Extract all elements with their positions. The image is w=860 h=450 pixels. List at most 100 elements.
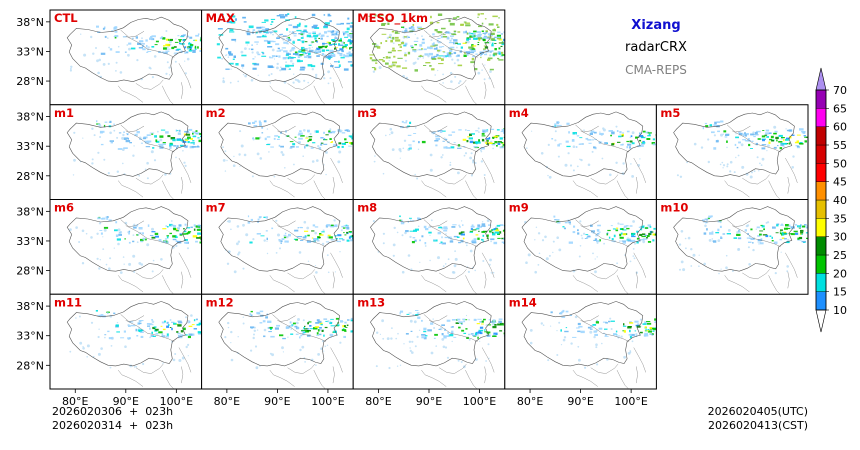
echo-cell: [484, 18, 487, 20]
echo-cell: [242, 316, 244, 318]
echo-cell: [382, 337, 385, 340]
echo-cell: [498, 320, 502, 324]
echo-cell: [581, 143, 584, 145]
echo-cell: [182, 140, 187, 143]
colorbar-tick-label: 15: [833, 286, 847, 299]
echo-cell: [186, 227, 191, 229]
echo-cell: [390, 131, 394, 135]
echo-cell: [757, 241, 761, 243]
echo-cell: [176, 130, 179, 132]
echo-cell: [622, 330, 625, 332]
echo-cell: [738, 231, 741, 233]
echo-cell: [251, 51, 254, 54]
echo-cell: [287, 38, 292, 42]
echo-cell: [269, 66, 275, 68]
echo-cell: [407, 134, 412, 136]
echo-cell: [276, 66, 279, 70]
echo-cell: [618, 240, 621, 242]
echo-cell: [320, 347, 323, 351]
echo-cell: [483, 48, 486, 50]
echo-cell: [579, 158, 581, 161]
echo-cell: [443, 336, 447, 339]
echo-cell: [635, 324, 640, 327]
echo-cell: [338, 238, 344, 240]
echo-cell: [740, 143, 744, 147]
province-boundary: [428, 320, 478, 342]
country-boundary: [269, 85, 295, 103]
echo-cell: [638, 135, 644, 138]
echo-cell: [259, 122, 262, 125]
echo-cell: [267, 40, 271, 44]
echo-cell: [149, 327, 151, 330]
x-tick-label: 80°E: [365, 395, 391, 408]
echo-cell: [436, 39, 439, 43]
echo-cell: [162, 37, 166, 40]
echo-cell: [339, 251, 341, 253]
province-boundary: [726, 219, 751, 227]
echo-cell: [639, 318, 643, 321]
echo-cell: [323, 350, 325, 352]
echo-cell: [803, 135, 806, 137]
echo-cell: [560, 312, 563, 315]
echo-cell: [621, 143, 624, 146]
echo-cell: [287, 336, 289, 338]
echo-cell: [567, 152, 570, 155]
echo-cell: [182, 150, 184, 152]
echo-cell: [537, 264, 540, 266]
echo-cell: [295, 146, 299, 148]
echo-cell: [178, 321, 183, 324]
echo-cell: [321, 142, 324, 144]
echo-cell: [191, 49, 196, 51]
echo-cell: [404, 54, 407, 57]
echo-cell: [411, 241, 415, 244]
echo-cell: [303, 79, 306, 82]
echo-cell: [748, 143, 751, 147]
echo-cell: [569, 164, 573, 167]
echo-cell: [181, 356, 185, 360]
echo-cell: [314, 130, 318, 133]
echo-cell: [454, 250, 456, 253]
echo-cell: [682, 268, 686, 272]
echo-cell: [230, 68, 232, 70]
echo-cell: [166, 321, 169, 324]
echo-cell: [418, 141, 420, 144]
echo-cell: [250, 349, 253, 352]
echo-cell: [631, 131, 635, 135]
echo-cell: [102, 236, 104, 238]
echo-cell: [276, 138, 280, 140]
echo-cell: [252, 58, 255, 60]
echo-cell: [746, 237, 752, 239]
echo-cell: [785, 139, 789, 141]
echo-cell: [348, 236, 351, 239]
echo-cell: [449, 164, 452, 166]
echo-cell: [480, 52, 483, 54]
echo-cell: [620, 335, 623, 338]
echo-cell: [349, 135, 352, 138]
echo-cell: [496, 224, 501, 227]
echo-cell: [774, 272, 777, 275]
echo-cell: [617, 222, 620, 225]
echo-cell: [620, 144, 623, 146]
echo-cell: [152, 335, 156, 337]
echo-cell: [350, 30, 354, 33]
echo-cell: [269, 32, 272, 35]
colorbar-tick-label: 20: [833, 267, 847, 280]
echo-cell: [620, 228, 622, 230]
echo-cell: [157, 130, 159, 133]
region-boundary: [218, 206, 340, 272]
echo-cell: [189, 48, 192, 51]
echo-cell: [242, 223, 245, 227]
echo-cell: [290, 49, 295, 51]
echo-cell: [318, 32, 321, 35]
echo-cell: [187, 231, 191, 234]
echo-cell: [421, 35, 423, 38]
echo-cell: [465, 242, 468, 244]
echo-cell: [336, 240, 341, 243]
echo-cell: [96, 120, 98, 123]
echo-cell: [470, 333, 474, 335]
echo-cell: [700, 146, 704, 149]
echo-cell: [109, 131, 112, 135]
echo-cell: [263, 39, 268, 42]
echo-cell: [134, 133, 138, 137]
echo-cell: [294, 325, 298, 328]
